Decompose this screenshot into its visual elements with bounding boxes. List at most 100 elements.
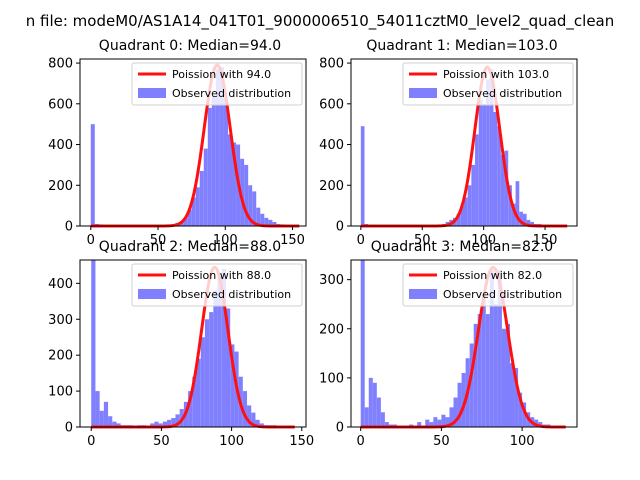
quadrant-0-ytick-label-0: 0 [65, 220, 73, 235]
quadrant-2-bin-36 [251, 412, 256, 427]
quadrant-1-bin-26 [522, 213, 527, 226]
quadrant-2-bin-22 [192, 376, 197, 427]
quadrant-0-legend: Poission with 94.0 Observed distribution [131, 62, 303, 106]
quadrant-3-bin-35 [522, 402, 527, 427]
quadrant-3-bin-22 [469, 343, 474, 427]
quadrant-0-bin-12 [199, 171, 204, 226]
quadrant-2-ytick-label-0: 0 [65, 421, 73, 436]
quadrant-1-ytick-label-0: 0 [336, 220, 344, 235]
quadrant-0-frame [79, 58, 307, 227]
quadrant-0-xtick-label-0: 0 [87, 233, 95, 248]
quadrant-1-ytick-label-2: 400 [319, 138, 344, 153]
quadrant-0-ytick-label-4: 800 [48, 57, 73, 72]
quadrant-0-bin-29 [268, 219, 273, 226]
quadrant-2-bin-13 [154, 421, 159, 427]
figure-suptitle: n file: modeM0/AS1A14_041T01_9000006510_… [26, 12, 615, 31]
quadrant-3-bin-3 [372, 382, 377, 427]
quadrant-0-legend-hist-swatch [138, 88, 166, 98]
quadrant-3-panel: Quadrant 3: Median=82.0 0 50 100 0 100 200 300… [319, 239, 578, 449]
quadrant-3-bin-14 [437, 419, 442, 427]
quadrant-0-legend-hist-label: Observed distribution [172, 87, 291, 100]
quadrant-2-bin-16 [167, 419, 172, 427]
quadrant-1-bin-19 [497, 126, 501, 226]
quadrant-2-xtick-label-0: 0 [87, 434, 95, 449]
quadrant-2-bin-28 [217, 276, 222, 427]
quadrant-2-bin-0 [91, 260, 96, 427]
quadrant-2-bin-38 [259, 423, 264, 427]
quadrant-1-legend-hist-label: Observed distribution [443, 87, 562, 100]
quadrant-2-legend-hist-label: Observed distribution [172, 288, 291, 301]
quadrant-1-bars [360, 69, 549, 227]
quadrant-3-bin-4 [376, 397, 381, 427]
quadrant-0-bin-22 [240, 158, 245, 226]
quadrant-1-ytick-label-3: 600 [319, 97, 344, 112]
quadrant-3-bin-2 [368, 377, 373, 427]
quadrant-1-legend-fit-label: Poission with 103.0 [443, 68, 549, 81]
quadrant-1-xtick-label-2: 100 [471, 233, 496, 248]
quadrant-3-xtick-label-2: 100 [510, 434, 535, 449]
quadrant-3-bin-17 [449, 407, 454, 427]
quadrant-1-xtick-label-0: 0 [357, 233, 365, 248]
quadrant-0-xtick-label-2: 100 [213, 233, 238, 248]
quadrant-2-bin-6 [116, 423, 121, 427]
quadrant-1-bin-18 [493, 111, 498, 226]
quadrant-2-legend: Poission with 88.0 Observed distribution [131, 263, 303, 307]
quadrant-2-ytick-label-2: 200 [48, 349, 73, 364]
quadrant-1-bin-14 [478, 99, 483, 226]
quadrant-3-bin-26 [485, 314, 490, 427]
quadrant-1-ytick-label-1: 200 [319, 179, 344, 194]
quadrant-3-bin-27 [489, 269, 494, 427]
quadrant-2-frame [79, 259, 307, 428]
quadrant-1-bin-22 [508, 185, 512, 226]
quadrant-2-legend-box [131, 263, 303, 307]
quadrant-0-bin-18 [223, 97, 228, 226]
quadrant-0-bin-11 [195, 187, 200, 226]
quadrant-1-ticks: 0 50 100 150 0 200 400 600 800 [319, 57, 557, 248]
quadrant-2-ytick-label-4: 400 [48, 277, 73, 292]
quadrant-1-bin-8 [456, 213, 461, 226]
quadrant-2-bin-24 [200, 337, 205, 427]
quadrant-0-bin-20 [232, 142, 237, 226]
quadrant-0-bin-14 [207, 107, 212, 226]
quadrant-3-bin-29 [497, 269, 502, 427]
quadrant-0-bin-0 [90, 124, 95, 226]
quadrant-1-bin-21 [504, 150, 509, 226]
quadrant-1-bin-12 [471, 164, 476, 226]
quadrant-3-bin-5 [380, 412, 385, 427]
quadrant-0-bin-26 [256, 207, 261, 226]
quadrant-3-bin-11 [425, 419, 430, 427]
quadrant-0-bin-23 [244, 164, 249, 226]
quadrant-3-bin-24 [477, 314, 482, 427]
quadrant-0-bin-16 [215, 69, 220, 227]
quadrant-3-bin-16 [445, 417, 450, 427]
quadrant-1-xtick-label-1: 50 [414, 233, 431, 248]
quadrant-1-panel: Quadrant 1: Median=103.0 0 50 100 150 0 200 40… [319, 38, 578, 248]
quadrant-1-bin-11 [467, 185, 472, 226]
quadrant-2-bin-21 [188, 391, 193, 427]
quadrant-2-bin-5 [112, 421, 117, 427]
quadrant-3-ticks: 0 50 100 0 100 200 300 [319, 273, 534, 449]
quadrant-2-bin-1 [95, 391, 100, 427]
quadrant-3-bin-32 [510, 363, 515, 427]
quadrant-1-bin-27 [526, 219, 531, 226]
quadrant-3-bin-38 [534, 419, 539, 427]
quadrant-1-bin-24 [515, 181, 520, 226]
quadrant-0-legend-box [131, 62, 303, 106]
quadrant-3-bin-28 [493, 304, 498, 427]
quadrant-1-bin-15 [482, 103, 487, 226]
quadrant-0-bin-17 [219, 67, 224, 227]
quadrant-3-frame [350, 259, 578, 428]
quadrant-1-xtick-label-3: 150 [533, 233, 558, 248]
quadrant-2-bin-17 [171, 418, 176, 427]
quadrant-2-bin-26 [209, 312, 214, 427]
quadrant-1-ytick-label-4: 800 [319, 57, 344, 72]
quadrant-0-bin-19 [227, 134, 233, 226]
quadrant-2-ytick-label-3: 300 [48, 313, 73, 328]
quadrant-2-legend-fit-label: Poission with 88.0 [172, 269, 271, 282]
quadrant-2-xtick-label-1: 50 [153, 434, 170, 449]
quadrant-0-panel: Quadrant 0: Median=94.0 0 50 100 150 0 200 400… [48, 38, 307, 248]
quadrant-2-ytick-label-1: 100 [48, 385, 73, 400]
quadrant-1-title: Quadrant 1: Median=103.0 [366, 38, 557, 54]
quadrant-1-bin-10 [464, 197, 468, 226]
